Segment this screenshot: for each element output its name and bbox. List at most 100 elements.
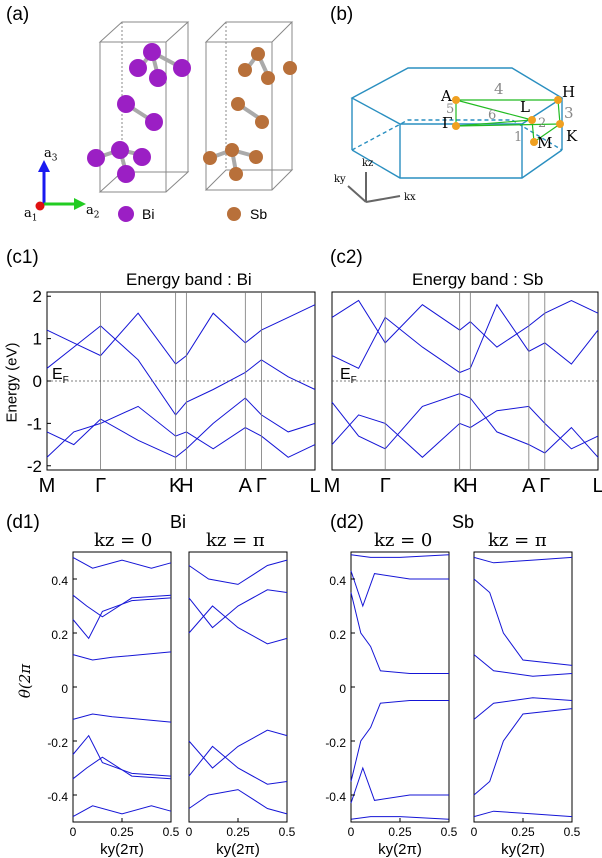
d1-right-xtick-label: 0 [186,825,193,839]
c2-kpath-label: A [522,475,536,497]
bz-axis-kx: kx [404,192,416,203]
d1-left-band-4 [72,713,172,723]
d1-left-ytick-label: 0.4 [51,574,68,588]
d1-right-band-5 [188,789,288,815]
panel-c1-label: (c1) [6,247,39,268]
c1-kpath-label: Γ [256,475,267,497]
panel-a-label: (a) [6,4,30,25]
d2-right-band-5 [473,810,573,818]
d2-left-band-1 [350,570,449,608]
d2-left-ytick-label: 0 [339,682,346,696]
axis-a1-label: a1 [24,206,38,224]
d2-right-frame [473,551,573,823]
d1-right-band-1 [188,589,288,629]
d2-right-band-3 [473,697,573,720]
d2-right-xlabel: ky(2π) [501,841,545,858]
c2-kpath-label: Γ [539,475,550,497]
d2-left-xtick-label: 0.5 [441,825,458,839]
bz-path-2: 2 [538,116,547,131]
d2-left-title: kz = 0 [374,530,433,551]
d2-material: Sb [452,512,475,532]
d1-right-xlabel: ky(2π) [216,841,260,858]
d2-left-ytick-label: -0.4 [325,790,346,804]
bz-point-K: K [566,127,578,145]
c1-kpath-label: A [239,475,253,497]
legend-sb-label: Sb [250,206,268,222]
c2-kpath-label: K [453,475,467,497]
d1-right-band-0 [188,559,288,585]
c1-fermi-label: EF [52,366,69,387]
d1-left-band-3 [72,651,172,661]
d1-right-band-2 [188,605,288,645]
c2-title: Energy band : Sb [412,270,544,289]
d2-right-xtick-label: 0.5 [564,825,581,839]
bz-point-H: H [562,83,576,101]
d2-left-band-0 [350,554,450,558]
d1-left-ytick-label: 0 [61,682,68,696]
bz-path-6: 6 [488,108,497,123]
d1-left-xtick-label: 0.5 [163,825,180,839]
d1-right-xtick-label: 0.5 [279,825,296,839]
c1-ytick-label: -1 [27,414,42,433]
d2-right-band-2 [473,654,573,677]
d1-left-band-0 [72,556,172,569]
c1-kpath-label: L [309,475,320,497]
c2-kpath-label: H [463,475,477,497]
c1-title: Energy band : Bi [126,270,252,289]
c2-kpath-label: L [592,475,602,497]
c1-ytick-label: 1 [33,330,42,349]
d2-right-xtick-label: 0.25 [511,825,535,839]
panel-c2-label: (c2) [330,247,363,268]
c1-kpath-label: Γ [95,475,106,497]
bz-point-Gamma: Γ [442,114,453,132]
c2-band-1 [331,303,599,374]
bz-axis-kz: kz [362,158,374,169]
d1-left-band-2 [72,597,172,640]
d2-left-band-5 [350,816,450,820]
bz-path-3: 3 [564,104,574,122]
d2-left-frame [350,551,450,823]
bz-path-4: 4 [494,80,504,98]
bz-point-A: A [441,87,452,105]
d1-left-xtick-label: 0.25 [110,825,134,839]
bz-path-1: 1 [514,130,523,145]
c1-band-2 [46,304,316,365]
c2-kpath-label: M [324,475,341,497]
d1-left-band-1 [72,594,172,618]
d1-right-xtick-label: 0.25 [226,825,250,839]
c1-band-1 [46,325,316,416]
d2-left-band-2 [350,592,449,674]
d1-left-band-6 [72,756,172,780]
panel-b-label: (b) [330,4,354,25]
d2-left-ytick-label: 0.4 [329,574,346,588]
d2-left-band-3 [350,700,449,782]
d2-left-xlabel: ky(2π) [378,841,422,858]
d1-left-ytick-label: -0.4 [47,790,68,804]
c1-ytick-label: -2 [27,457,42,476]
d1-right-title: kz = π [206,530,265,551]
c1-kpath-label: M [39,475,56,497]
c1-ytick-label: 2 [33,287,42,306]
d2-left-ytick-label: 0.2 [329,628,346,642]
bz-point-M: M [537,134,553,152]
bz-axis-ky: ky [334,174,346,185]
c1-ytick-label: 0 [33,372,42,391]
d2-right-band-1 [473,578,573,666]
d1-left-title: kz = 0 [94,530,153,551]
d1-left-band-7 [72,805,172,818]
d2-left-xtick-label: 0.25 [388,825,412,839]
d1-right-frame [188,551,288,823]
panel-d2-label: (d2) [330,512,364,533]
d2-right-xtick-label: 0 [471,825,478,839]
d1-left-xtick-label: 0 [70,825,77,839]
d1-right-band-4 [188,745,288,785]
d1-left-xlabel: ky(2π) [100,841,144,858]
c2-band-2 [331,299,599,348]
d1-left-frame [72,551,172,823]
d1-left-band-5 [72,734,172,777]
panel-d1-label: (d1) [6,512,40,533]
c2-band-3 [331,405,599,458]
axis-a2-label: a2 [86,203,100,221]
d1-right-band-3 [188,729,288,769]
